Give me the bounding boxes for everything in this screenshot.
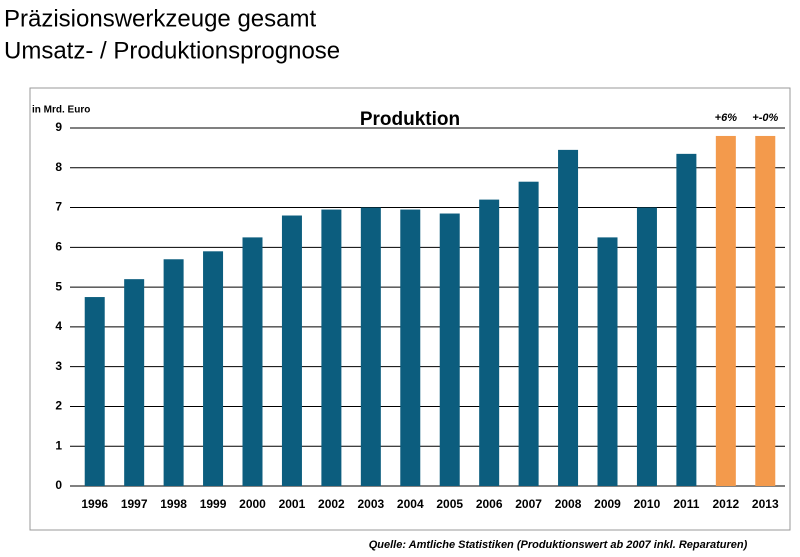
x-tick-label: 2006: [476, 497, 503, 511]
chart-title: Produktion: [360, 109, 460, 130]
bar: [360, 207, 381, 487]
chart-frame: [29, 87, 791, 531]
bar: [321, 209, 342, 487]
x-tick-label: 2013: [752, 497, 779, 511]
y-axis-label: in Mrd. Euro: [32, 105, 90, 116]
bar: [242, 237, 263, 486]
bar: [439, 213, 460, 486]
y-tick-label: 6: [55, 240, 62, 254]
bar: [558, 149, 579, 486]
page-subtitle: Umsatz- / Produktionsprognose: [4, 37, 340, 64]
y-tick-label: 5: [55, 279, 62, 293]
bar: [281, 215, 302, 486]
x-tick-label: 2009: [594, 497, 621, 511]
x-tick-label: 2010: [634, 497, 661, 511]
x-tick-label: 1998: [160, 497, 187, 511]
bar: [400, 209, 421, 487]
x-tick-label: 2003: [357, 497, 384, 511]
bar: [479, 199, 500, 486]
bar-annotation: +-0%: [752, 112, 778, 124]
x-tick-label: 2011: [673, 497, 699, 511]
x-tick-label: 2004: [397, 497, 424, 511]
x-tick-label: 2000: [239, 497, 266, 511]
bar: [636, 207, 657, 487]
x-tick-label: 2008: [555, 497, 582, 511]
y-tick-label: 8: [55, 160, 62, 174]
bar: [518, 181, 539, 486]
x-tick-label: 2005: [436, 497, 463, 511]
bar: [124, 279, 145, 486]
bar: [163, 259, 184, 486]
page-title: Präzisionswerkzeuge gesamt: [4, 5, 316, 32]
bar: [203, 251, 224, 486]
x-tick-label: 2012: [712, 497, 739, 511]
bar: [715, 135, 736, 486]
y-tick-label: 4: [55, 319, 62, 333]
y-tick-label: 9: [55, 120, 62, 134]
y-tick-label: 3: [55, 359, 62, 373]
bar: [755, 135, 776, 486]
x-tick-label: 2001: [279, 497, 306, 511]
y-tick-label: 0: [55, 478, 62, 492]
x-tick-label: 1996: [81, 497, 108, 511]
y-tick-label: 7: [55, 200, 62, 214]
x-tick-label: 1997: [121, 497, 148, 511]
bar: [597, 237, 618, 486]
bar: [84, 297, 105, 486]
source-note: Quelle: Amtliche Statistiken (Produktion…: [369, 539, 748, 551]
x-tick-label: 2007: [515, 497, 542, 511]
x-tick-label: 1999: [200, 497, 227, 511]
y-tick-label: 2: [55, 399, 62, 413]
y-tick-label: 1: [55, 438, 62, 452]
bar: [676, 153, 697, 486]
bar-annotation: +6%: [715, 112, 738, 124]
x-tick-label: 2002: [318, 497, 345, 511]
